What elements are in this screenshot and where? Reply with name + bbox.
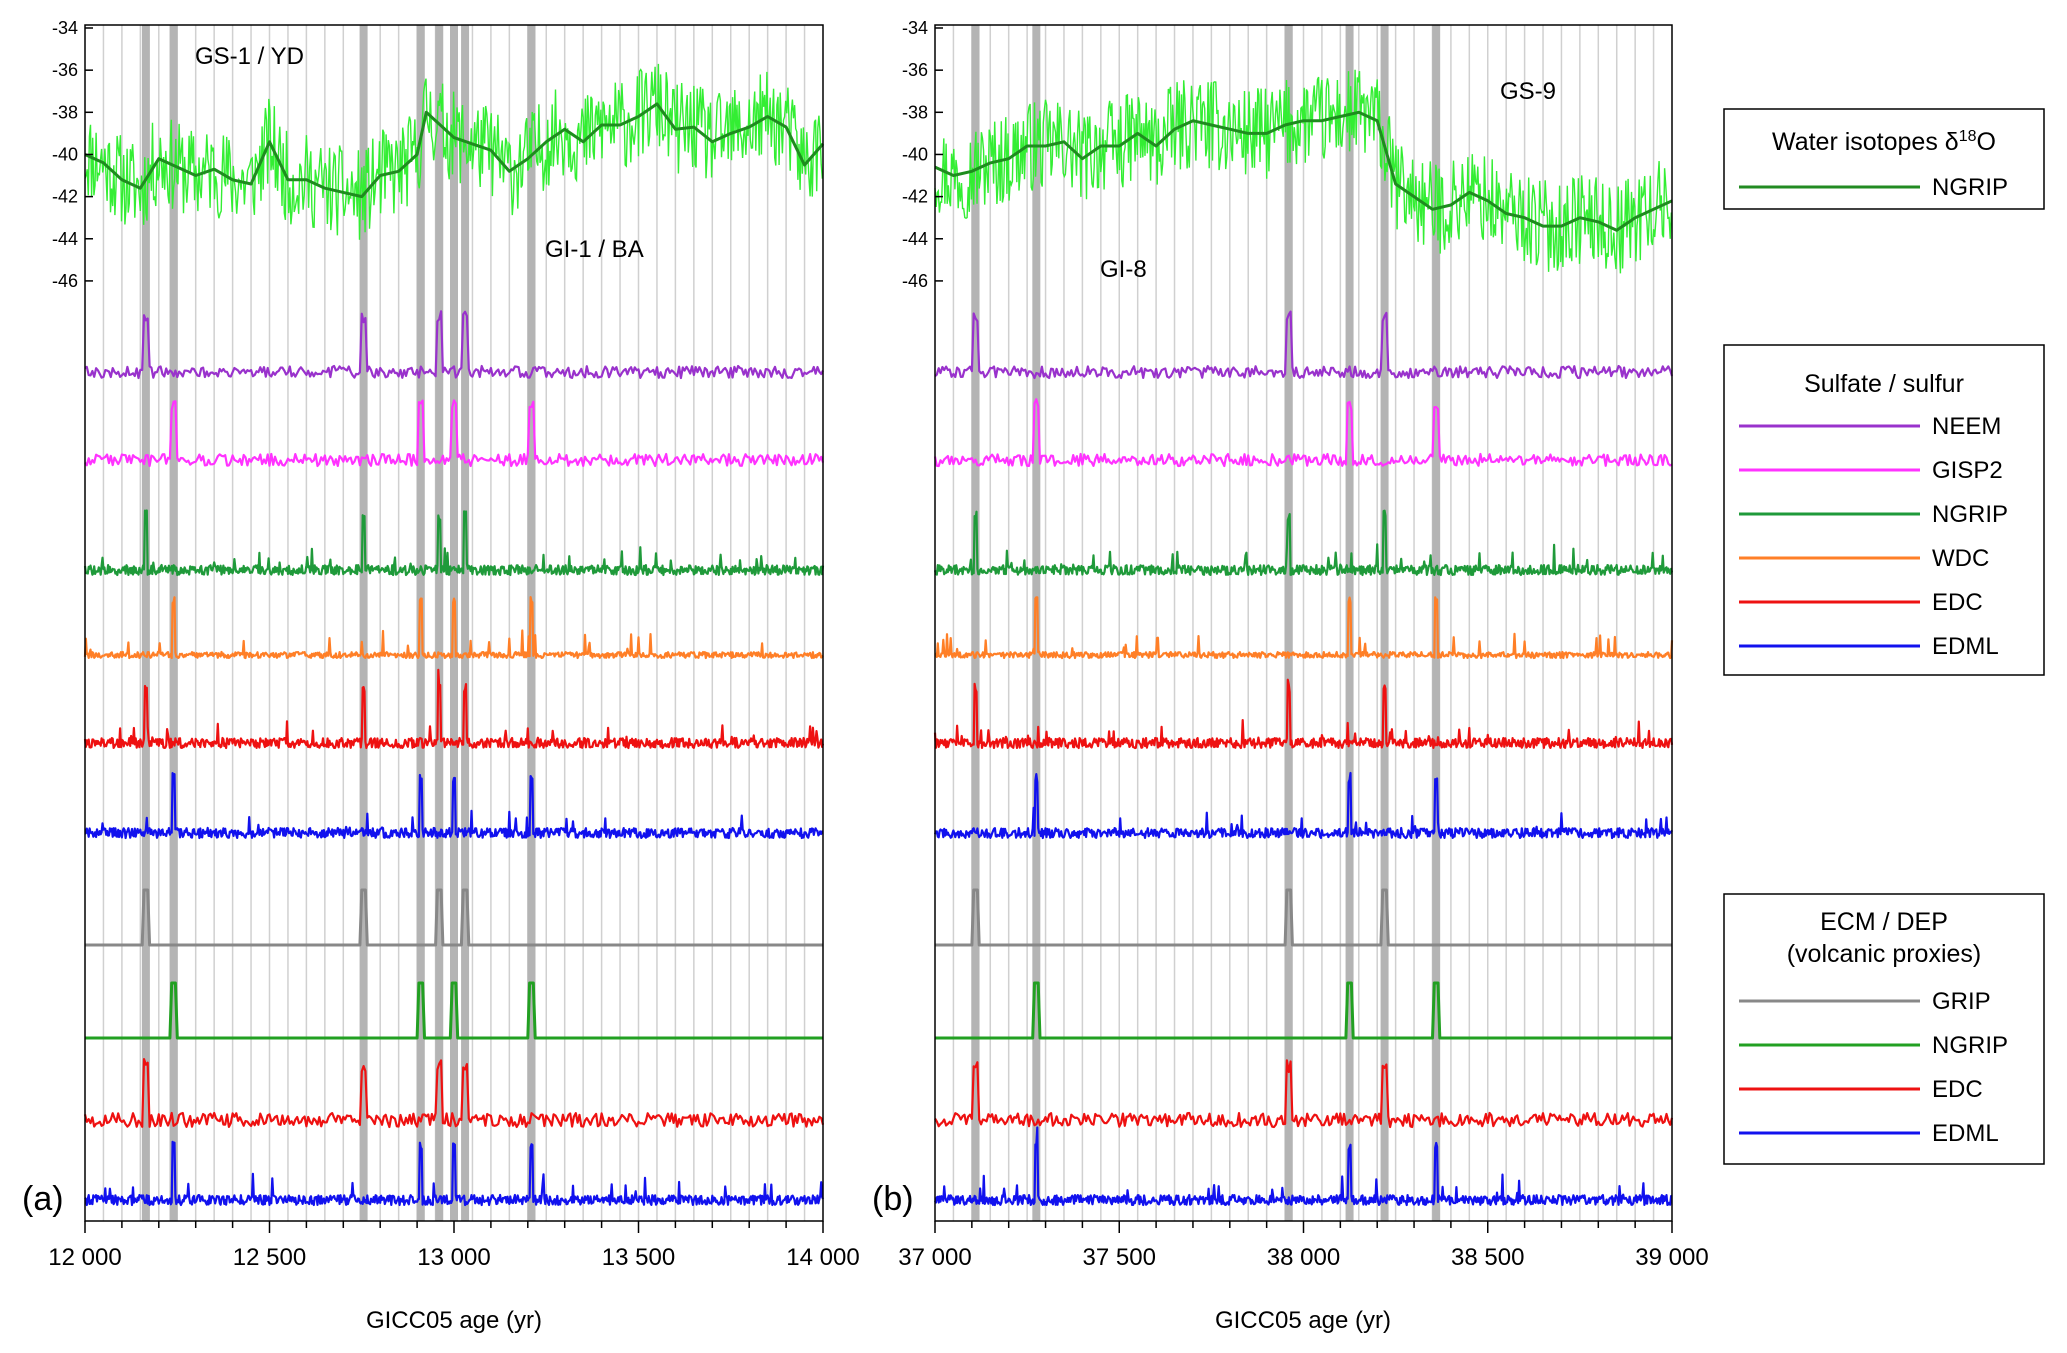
proxy-series-neem: [84, 310, 824, 380]
panel-b-x-axis: 37 000 37 500 38 000 38 500 39 000: [898, 1221, 1709, 1271]
panel-a-series: [83, 63, 825, 1207]
legend-entry-label: WDC: [1932, 545, 1989, 572]
panel-b-gridlines: [952, 25, 1655, 1221]
panel-b-series: [933, 69, 1674, 1207]
proxy-series-wdc: [83, 596, 824, 660]
legend-sulfate: Sulfate / sulfur NEEM GISP2 NGRIP WDC EDC EDM…: [1723, 344, 2045, 676]
panel-a-annotation-gs1: GS-1 / YD: [195, 43, 304, 70]
y-tick-label: -40: [902, 144, 928, 164]
legend-water-isotopes-box: [1723, 108, 2045, 210]
proxy-series-edml: [933, 771, 1674, 840]
x-tick-label: 14 000: [786, 1244, 859, 1271]
proxy-series-edml: [84, 772, 824, 840]
proxy-series-grip: [935, 888, 1672, 947]
y-tick-label: -36: [52, 60, 78, 80]
proxy-series-wdc: [934, 596, 1674, 660]
x-tick-label: 37 000: [898, 1244, 971, 1271]
x-tick-label: 37 500: [1083, 1244, 1156, 1271]
legend-entry-label: NEEM: [1932, 413, 2001, 440]
isotope-raw-series: [934, 69, 1672, 274]
legend-ecm-entries: GRIP NGRIP EDC EDML: [1739, 988, 2008, 1147]
legend-entry-label: EDC: [1932, 1076, 1983, 1103]
legend-entry-label: EDML: [1932, 633, 1999, 660]
panel-a-x-axis-title: GICC05 age (yr): [366, 1307, 542, 1334]
y-tick-label: -40: [52, 144, 78, 164]
proxy-series-edc: [933, 678, 1674, 750]
y-tick-label: -42: [902, 187, 928, 207]
legend-entry-label: EDC: [1932, 589, 1983, 616]
legend-entry-label: EDML: [1932, 1120, 1999, 1147]
legend-ecm-box: [1723, 893, 2045, 1165]
panel-a-y-axis: -34 -36 -38 -40 -42 -44 -46: [52, 18, 93, 291]
legend-sulfate-title: Sulfate / sulfur: [1804, 370, 1964, 398]
legend-entry-label: NGRIP: [1932, 501, 2008, 528]
x-tick-label: 39 000: [1635, 1244, 1708, 1271]
y-tick-label: -42: [52, 187, 78, 207]
x-tick-label: 38 500: [1451, 1244, 1524, 1271]
proxy-series-edc: [934, 1059, 1674, 1129]
x-tick-label: 13 500: [602, 1244, 675, 1271]
panel-a: -34 -36 -38 -40 -42 -44 -46 12 000 12 500 13 000…: [22, 18, 860, 1334]
panel-b-annotation-gs9: GS-9: [1500, 78, 1556, 105]
panel-b-volcanic-event-markers: [971, 25, 1441, 1221]
y-tick-label: -38: [52, 102, 78, 122]
y-tick-label: -38: [902, 102, 928, 122]
panel-a-x-axis: 12 000 12 500 13 000 13 500 14 000: [48, 1221, 860, 1271]
proxy-series-gisp2: [933, 398, 1673, 468]
x-tick-label: 13 000: [417, 1244, 490, 1271]
y-tick-label: -46: [902, 271, 928, 291]
proxy-series-neem: [934, 310, 1674, 380]
panel-a-annotation-gi1: GI-1 / BA: [545, 236, 644, 263]
legend-water-isotopes-title: Water isotopes δ18O: [1772, 128, 1996, 156]
panel-a-gridlines: [102, 25, 806, 1221]
panel-b-y-axis: -34 -36 -38 -40 -42 -44 -46: [902, 18, 943, 291]
proxy-series-gisp2: [84, 399, 825, 468]
y-tick-label: -34: [902, 18, 928, 38]
proxy-series-grip: [85, 888, 823, 947]
y-tick-label: -36: [902, 60, 928, 80]
panel-b-x-axis-title: GICC05 age (yr): [1215, 1307, 1391, 1334]
panel-b-annotation-gi8: GI-8: [1100, 256, 1147, 283]
legend-entry-label: GRIP: [1932, 988, 1991, 1015]
isotope-ngrip-smoothed-series: [84, 102, 825, 199]
legend-sulfate-box: [1723, 344, 2045, 676]
panel-b-label: (b): [872, 1180, 914, 1218]
legend-entry-label: NGRIP: [1932, 1032, 2008, 1059]
legend-ecm-dep: ECM / DEP (volcanic proxies) GRIP NGRIP ED…: [1723, 893, 2045, 1165]
panel-a-volcanic-event-markers: [141, 25, 536, 1221]
proxy-series-edc: [83, 668, 825, 750]
legend-ecm-title-line2: (volcanic proxies): [1787, 940, 1982, 968]
isotope-ngrip-smoothed-series: [934, 110, 1673, 232]
isotope-raw-series: [84, 63, 823, 240]
proxy-series-ngrip: [933, 509, 1674, 577]
proxy-series-ngrip: [935, 981, 1672, 1040]
y-tick-label: -34: [52, 18, 78, 38]
x-tick-label: 38 000: [1267, 1244, 1340, 1271]
proxy-series-ngrip: [83, 509, 825, 577]
x-tick-label: 12 500: [233, 1244, 306, 1271]
x-tick-label: 12 000: [48, 1244, 121, 1271]
y-tick-label: -46: [52, 271, 78, 291]
proxy-series-edml: [84, 1140, 825, 1207]
panel-b: -34 -36 -38 -40 -42 -44 -46 37 000 37 500 38 000…: [872, 18, 1709, 1334]
proxy-series-edc: [83, 1058, 825, 1129]
proxy-series-ngrip: [85, 981, 823, 1040]
legend-ecm-title-line1: ECM / DEP: [1820, 908, 1948, 936]
panel-a-label: (a): [22, 1180, 64, 1218]
legend-entry-label: GISP2: [1932, 457, 2003, 484]
legend-water-isotopes: Water isotopes δ18O NGRIP: [1723, 108, 2045, 210]
y-tick-label: -44: [902, 229, 928, 249]
y-tick-label: -44: [52, 229, 78, 249]
proxy-series-edml: [934, 1126, 1673, 1207]
legend-isotope-ngrip-label: NGRIP: [1932, 174, 2008, 201]
legend-sulfate-entries: NEEM GISP2 NGRIP WDC EDC EDML: [1739, 413, 2008, 660]
